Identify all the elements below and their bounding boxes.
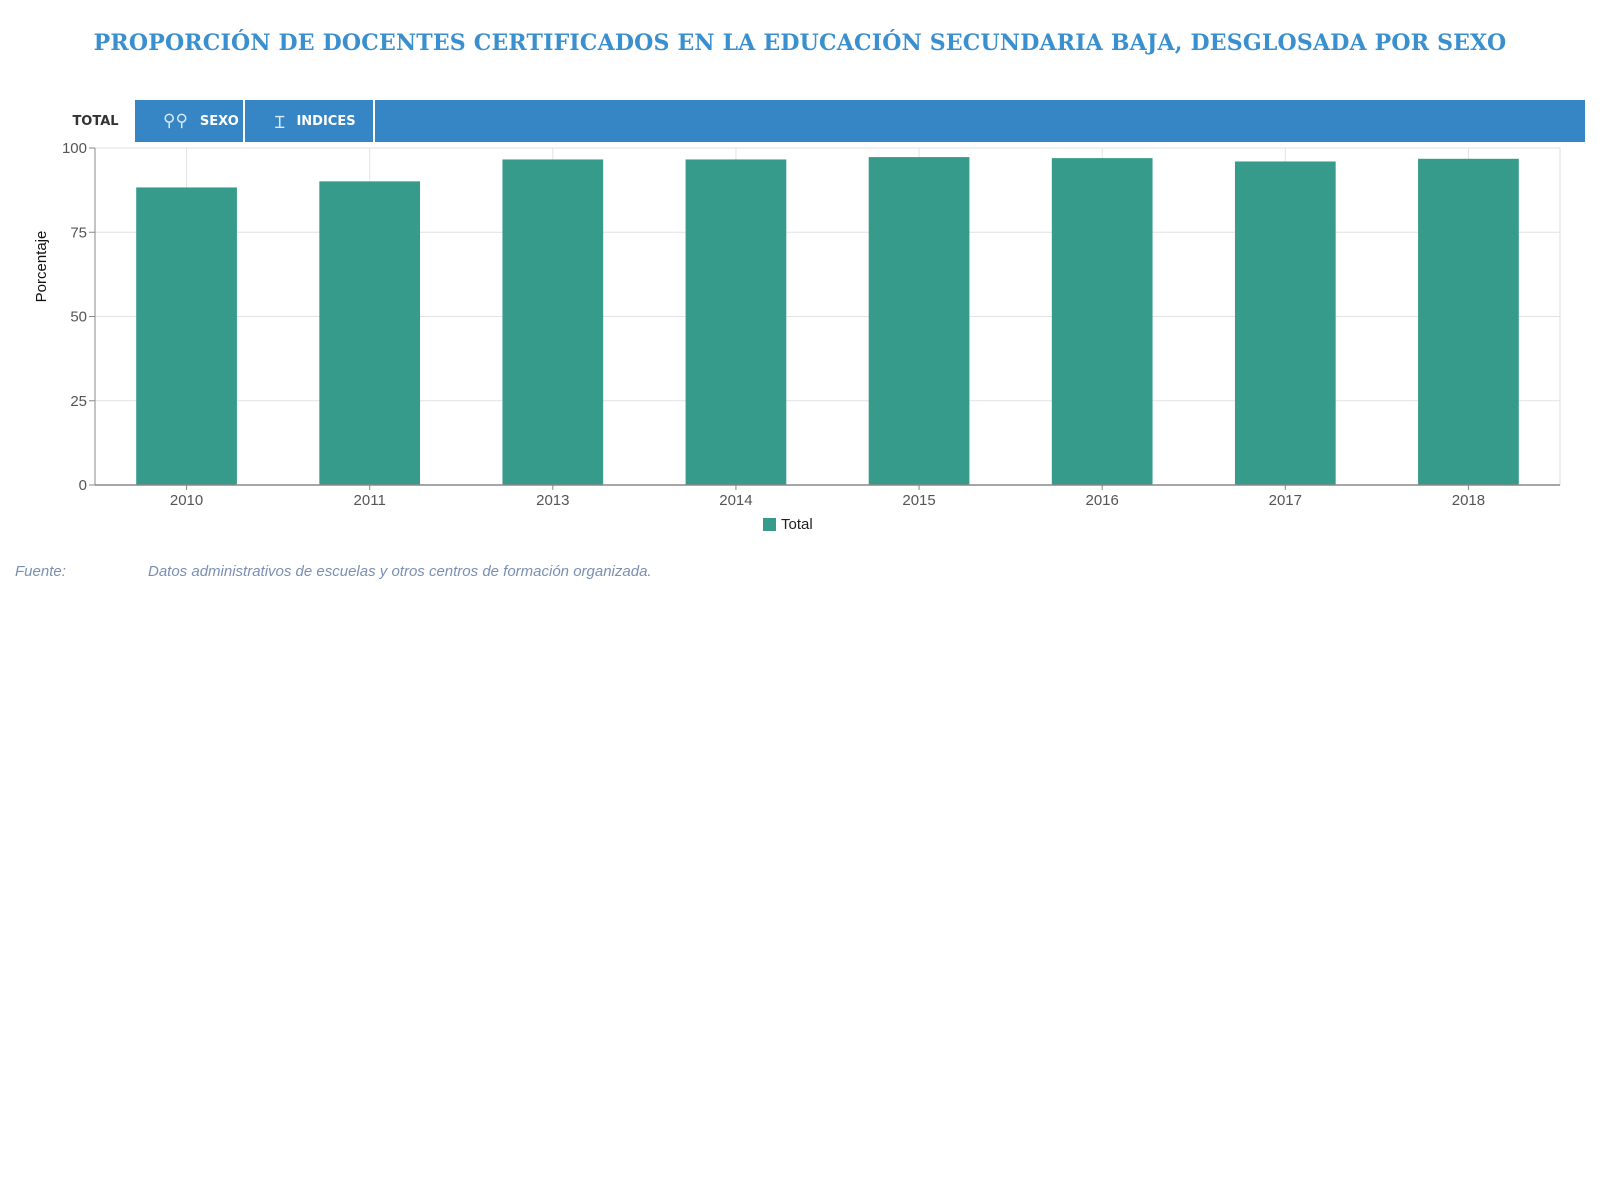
y-tick-label: 100 [62, 140, 87, 157]
x-tick-label: 2011 [354, 492, 386, 509]
source-label: Fuente: [15, 563, 66, 580]
page-title: PROPORCIÓN DE DOCENTES CERTIFICADOS EN L… [93, 30, 1507, 56]
tab-sexo-label: SEXO [199, 113, 239, 129]
legend-label: Total [781, 516, 813, 533]
x-tick-label: 2018 [1452, 492, 1485, 509]
index-icon: Ɪ [275, 112, 285, 133]
legend-swatch [763, 518, 776, 531]
x-tick-label: 2010 [170, 492, 203, 509]
chart-legend: Total [763, 516, 813, 533]
tab-total[interactable]: TOTAL [56, 100, 135, 142]
tab-bar: TOTAL ⚲⚲ SEXO Ɪ INDICES [56, 100, 1585, 142]
tab-total-label: TOTAL [72, 113, 119, 129]
gender-icon: ⚲⚲ [163, 111, 188, 131]
x-tick-label: 2016 [1086, 492, 1119, 509]
x-tick-label: 2017 [1269, 492, 1302, 509]
bar [1234, 161, 1336, 486]
bar [1051, 158, 1153, 486]
x-tick-label: 2014 [719, 492, 752, 509]
bar [136, 187, 237, 485]
bar [685, 159, 787, 485]
y-tick-label: 50 [70, 309, 87, 326]
bar [502, 159, 604, 485]
bar [1418, 158, 1519, 485]
bar [868, 157, 970, 485]
y-tick-label: 25 [70, 393, 87, 410]
y-axis-title: Porcentaje [33, 231, 50, 303]
x-tick-label: 2013 [536, 492, 569, 509]
tab-indices[interactable]: Ɪ INDICES [245, 100, 375, 142]
bar-chart: 0 25 50 75 100 Porcentaje 2010 2011 2013 2014 2015… [33, 140, 1561, 509]
tab-sexo[interactable]: ⚲⚲ SEXO [135, 100, 245, 142]
bar [319, 181, 421, 485]
source-text: Datos administrativos de escuelas y otro… [148, 563, 652, 580]
tab-indices-label: INDICES [296, 113, 356, 129]
y-tick-label: 0 [79, 477, 87, 494]
y-tick-label: 75 [70, 224, 87, 241]
x-tick-label: 2015 [902, 492, 935, 509]
